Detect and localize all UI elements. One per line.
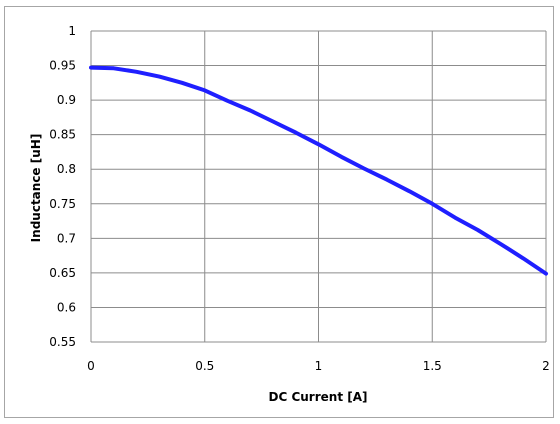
x-tick-label: 2 — [542, 359, 550, 373]
y-tick-label: 1 — [68, 24, 76, 38]
series-line-0 — [89, 65, 548, 276]
y-tick-label: 0.75 — [49, 197, 76, 211]
y-tick-label: 0.85 — [49, 128, 76, 142]
x-tick-label: 0 — [87, 359, 95, 373]
x-tick-labels: 0 0.5 1 1.5 2 — [87, 359, 550, 373]
y-tick-label: 0.6 — [57, 300, 76, 314]
x-tick-label: 1.5 — [423, 359, 442, 373]
x-axis-title: DC Current [A] — [269, 390, 368, 404]
y-tick-label: 0.9 — [57, 93, 76, 107]
y-tick-labels: 0.55 0.6 0.65 0.7 0.75 0.8 0.85 0.9 0.95 1 — [49, 24, 76, 349]
y-axis-title: Inductance [uH] — [29, 134, 43, 243]
x-tick-label: 0.5 — [195, 359, 214, 373]
x-tick-label: 1 — [315, 359, 323, 373]
y-tick-label: 0.65 — [49, 266, 76, 280]
y-tick-label: 0.8 — [57, 162, 76, 176]
y-tick-label: 0.7 — [57, 231, 76, 245]
chart-frame — [4, 6, 554, 418]
y-tick-label: 0.95 — [49, 59, 76, 73]
series-lines — [89, 65, 548, 276]
grid-lines — [90, 30, 547, 343]
y-tick-label: 0.55 — [49, 335, 76, 349]
